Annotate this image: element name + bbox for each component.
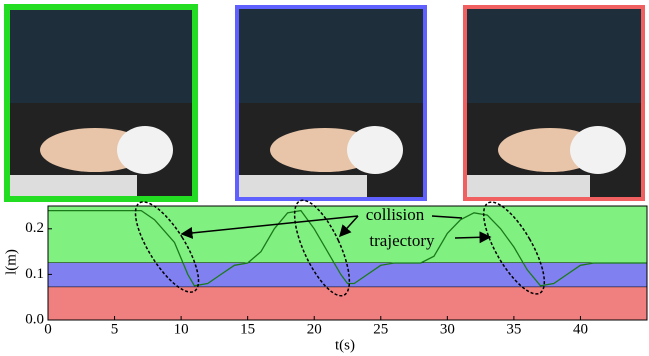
x-axis-label: t(s) — [335, 337, 355, 353]
y-tick-label: 0.1 — [25, 266, 44, 282]
x-tick-label: 40 — [573, 321, 588, 337]
x-tick-label: 25 — [373, 321, 388, 337]
y-tick-label: 0.2 — [25, 220, 44, 236]
band — [48, 287, 647, 320]
x-tick-label: 20 — [307, 321, 322, 337]
plot: 0 5 10 15 20 25 30 35 40 0.0 0.1 0.2 — [25, 206, 647, 337]
x-tick-label: 5 — [111, 321, 119, 337]
panel-green — [7, 7, 195, 199]
y-tick-label: 0.0 — [25, 311, 44, 327]
x-tick-label: 30 — [440, 321, 455, 337]
y-axis-label: l(m) — [3, 249, 19, 275]
panel-red — [465, 7, 643, 199]
x-tick-label: 0 — [44, 321, 52, 337]
band — [48, 206, 647, 263]
x-tick-label: 15 — [240, 321, 255, 337]
figure: 0 5 10 15 20 25 30 35 40 0.0 0.1 0.2 collision traj… — [0, 0, 649, 356]
x-tick-label: 35 — [506, 321, 521, 337]
panel-blue — [237, 7, 425, 199]
annotation: collision — [366, 205, 425, 224]
annotation: trajectory — [369, 231, 435, 250]
camera-panels — [7, 7, 643, 199]
x-tick-label: 10 — [174, 321, 189, 337]
